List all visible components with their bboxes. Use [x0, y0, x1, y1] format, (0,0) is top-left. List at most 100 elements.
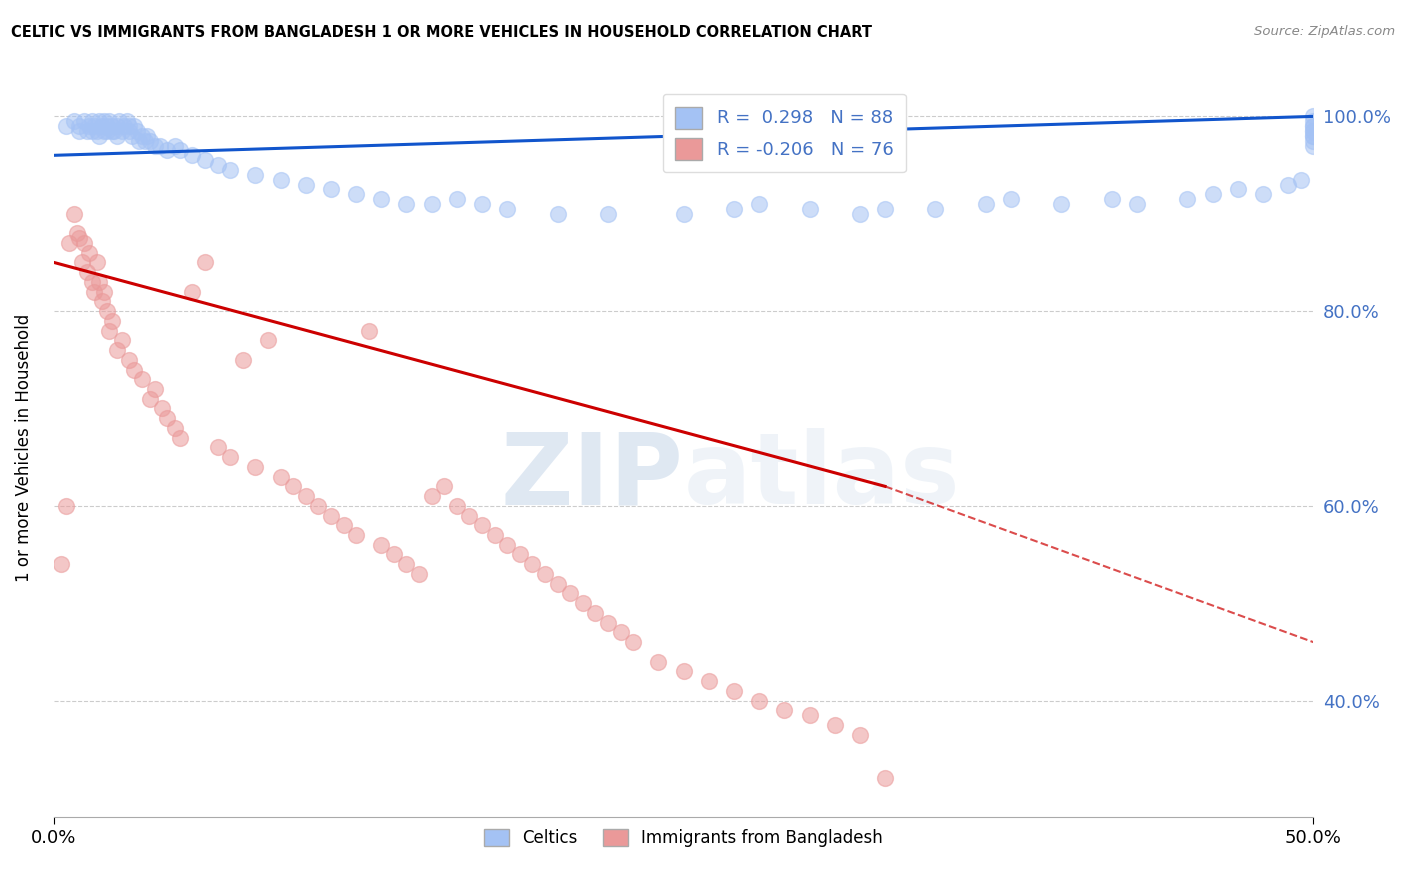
Point	[420, 489, 443, 503]
Point	[1226, 182, 1249, 196]
Point	[824, 718, 846, 732]
Text: atlas: atlas	[683, 428, 960, 525]
Point	[873, 772, 896, 786]
Point	[484, 528, 506, 542]
Point	[96, 119, 118, 133]
Point	[458, 508, 481, 523]
Point	[194, 255, 217, 269]
Point	[115, 114, 138, 128]
Point	[93, 285, 115, 299]
Point	[128, 134, 150, 148]
Point	[124, 119, 146, 133]
Point	[80, 124, 103, 138]
Point	[723, 683, 745, 698]
Point	[873, 202, 896, 216]
Point	[136, 128, 159, 143]
Point	[93, 114, 115, 128]
Point	[55, 119, 77, 133]
Point	[370, 192, 392, 206]
Point	[118, 124, 141, 138]
Point	[1302, 109, 1324, 123]
Point	[118, 119, 141, 133]
Point	[1289, 172, 1312, 186]
Point	[471, 518, 494, 533]
Point	[100, 314, 122, 328]
Point	[143, 382, 166, 396]
Point	[111, 124, 134, 138]
Point	[1126, 197, 1149, 211]
Point	[111, 334, 134, 348]
Point	[319, 182, 342, 196]
Point	[156, 411, 179, 425]
Point	[1302, 128, 1324, 143]
Point	[748, 197, 770, 211]
Point	[181, 285, 204, 299]
Point	[83, 119, 105, 133]
Point	[96, 124, 118, 138]
Point	[105, 343, 128, 357]
Point	[67, 124, 90, 138]
Point	[1277, 178, 1299, 192]
Point	[55, 499, 77, 513]
Point	[583, 606, 606, 620]
Point	[219, 163, 242, 178]
Text: CELTIC VS IMMIGRANTS FROM BANGLADESH 1 OR MORE VEHICLES IN HOUSEHOLD CORRELATION: CELTIC VS IMMIGRANTS FROM BANGLADESH 1 O…	[11, 25, 872, 40]
Point	[163, 138, 186, 153]
Point	[281, 479, 304, 493]
Y-axis label: 1 or more Vehicles in Household: 1 or more Vehicles in Household	[15, 313, 32, 582]
Point	[80, 275, 103, 289]
Point	[118, 352, 141, 367]
Point	[1251, 187, 1274, 202]
Point	[773, 703, 796, 717]
Point	[70, 255, 93, 269]
Point	[572, 596, 595, 610]
Point	[51, 558, 73, 572]
Point	[748, 693, 770, 707]
Point	[83, 285, 105, 299]
Point	[1302, 114, 1324, 128]
Point	[344, 528, 367, 542]
Point	[924, 202, 946, 216]
Point	[131, 128, 153, 143]
Point	[446, 499, 468, 513]
Point	[799, 202, 821, 216]
Point	[1302, 124, 1324, 138]
Point	[307, 499, 329, 513]
Point	[849, 728, 872, 742]
Point	[319, 508, 342, 523]
Point	[77, 119, 100, 133]
Point	[169, 431, 191, 445]
Point	[121, 128, 143, 143]
Point	[245, 168, 267, 182]
Point	[98, 324, 121, 338]
Point	[647, 655, 669, 669]
Point	[100, 124, 122, 138]
Point	[76, 124, 98, 138]
Point	[67, 231, 90, 245]
Point	[80, 114, 103, 128]
Point	[86, 124, 108, 138]
Point	[672, 207, 695, 221]
Point	[294, 178, 316, 192]
Point	[163, 421, 186, 435]
Point	[73, 235, 96, 250]
Point	[1302, 134, 1324, 148]
Point	[89, 275, 111, 289]
Point	[138, 392, 160, 406]
Point	[1101, 192, 1123, 206]
Point	[76, 265, 98, 279]
Point	[509, 548, 531, 562]
Point	[90, 119, 112, 133]
Point	[1302, 119, 1324, 133]
Point	[382, 548, 405, 562]
Point	[96, 304, 118, 318]
Point	[1302, 119, 1324, 133]
Point	[1201, 187, 1223, 202]
Point	[1302, 138, 1324, 153]
Point	[77, 245, 100, 260]
Point	[1302, 124, 1324, 138]
Point	[799, 708, 821, 723]
Point	[344, 187, 367, 202]
Point	[357, 324, 380, 338]
Point	[63, 207, 86, 221]
